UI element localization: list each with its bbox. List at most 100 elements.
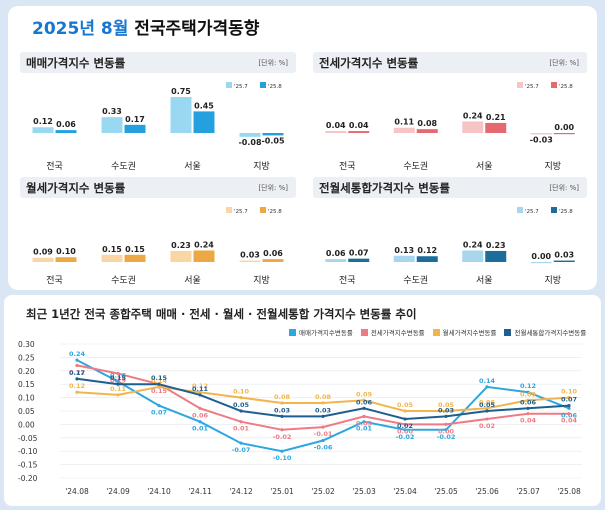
data-label: 0.15: [151, 387, 168, 395]
data-label: 0.12: [520, 382, 536, 390]
panel-title-bar: [20, 52, 296, 73]
x-tick-label: '25.08: [557, 487, 581, 496]
data-point: [403, 417, 407, 421]
data-label: 0.16: [110, 372, 127, 380]
y-tick-label: -0.15: [18, 461, 38, 470]
panel-title: 매매가격지수 변동률: [26, 56, 126, 70]
data-point: [75, 358, 79, 362]
legend-item: 월세가격지수변동률: [432, 327, 497, 337]
data-label: 0.08: [274, 393, 291, 401]
bar: [325, 259, 347, 262]
data-point: [362, 398, 366, 402]
x-tick-label: '25.05: [434, 487, 458, 496]
y-tick-label: 0.00: [18, 420, 35, 429]
bar: [55, 130, 77, 133]
bar: [348, 131, 370, 133]
data-point: [526, 406, 530, 410]
legend-item: 전월세통합가격지수변동률: [504, 327, 586, 337]
page-title-accent: 2025년 8월: [32, 19, 129, 39]
y-tick-label: 0.15: [18, 380, 35, 389]
data-label: 0.15: [110, 374, 127, 382]
bar-chart: '25.7 '25.8 0.12 0.06 전국 0.330.17 수도권 0.750.45 서…: [32, 82, 285, 172]
bar-value-label: 0.12: [417, 246, 437, 255]
legend-swatch: [260, 82, 266, 88]
data-label: 0.22: [69, 368, 85, 376]
bar: [530, 262, 552, 264]
data-label: 0.05: [438, 401, 455, 409]
category-label: 서울: [476, 161, 493, 172]
category-label: 수도권: [111, 274, 136, 286]
data-label: 0.14: [479, 377, 496, 385]
bar: [393, 127, 415, 133]
bar: [193, 111, 215, 133]
category-label: 전국: [339, 275, 356, 286]
y-tick-label: -0.10: [18, 447, 38, 456]
legend-item: 전세가격지수변동률: [360, 327, 425, 337]
bar: [170, 97, 192, 133]
bar: [193, 250, 215, 262]
data-label: 0.14: [151, 377, 168, 385]
category-label: 서울: [184, 275, 201, 286]
bar-value-label: 0.00: [531, 252, 551, 261]
data-label: 0.12: [192, 382, 208, 390]
bar: [32, 127, 54, 133]
data-label: -0.06: [314, 443, 333, 451]
data-label: 0.06: [479, 398, 496, 406]
data-label: -0.01: [314, 430, 333, 438]
category-label: 수도권: [403, 160, 428, 172]
data-point: [75, 363, 79, 368]
category-label: 지방: [544, 161, 561, 172]
bar-value-label: 0.23: [486, 241, 506, 250]
data-point: [157, 382, 161, 386]
data-label: 0.19: [110, 376, 127, 384]
data-point: [116, 382, 120, 386]
bar: [239, 260, 261, 262]
legend-swatch: [226, 82, 232, 88]
data-label: 0.09: [520, 390, 537, 398]
legend-label: '25.8: [268, 84, 282, 90]
bar-value-label: 0.09: [33, 248, 53, 257]
legend-swatch: [226, 207, 232, 213]
panel-title-bar: [313, 52, 587, 73]
data-label: 0.10: [233, 388, 250, 396]
data-point: [403, 422, 407, 426]
data-label: 0.00: [397, 427, 414, 435]
data-label: 0.07: [561, 396, 577, 404]
bar-value-label: 0.15: [125, 245, 145, 254]
bar: [530, 133, 552, 135]
bar: [393, 255, 415, 262]
bar-value-label: 0.06: [56, 120, 76, 129]
sale-price-panel: 매매가격지수 변동률 [단위: %] '25.7 '25.8 0.12 0.06 전국 0…: [20, 52, 296, 174]
bar: [553, 260, 575, 262]
data-point: [485, 417, 489, 421]
data-point: [239, 396, 243, 400]
bar-value-label: 0.75: [171, 87, 191, 96]
bar-value-label: 0.45: [194, 101, 214, 110]
data-label: 0.05: [479, 401, 496, 409]
legend-swatch: [517, 207, 523, 213]
data-label: 0.03: [315, 406, 331, 414]
bar-value-label: 0.04: [326, 121, 346, 130]
bar: [32, 257, 54, 262]
data-label: 0.09: [356, 390, 373, 398]
data-label: 0.03: [274, 406, 290, 414]
data-label: 0.01: [356, 425, 373, 433]
x-tick-label: '25.07: [516, 487, 540, 496]
data-label: 0.06: [192, 411, 209, 419]
data-label: 0.04: [520, 417, 537, 425]
bar-value-label: 0.24: [463, 240, 483, 249]
legend-label: '25.7: [525, 84, 539, 90]
data-point: [116, 371, 120, 376]
y-tick-label: -0.05: [18, 434, 38, 443]
category-label: 수도권: [111, 160, 136, 172]
data-point: [444, 409, 448, 413]
data-label: 0.07: [151, 409, 167, 417]
y-tick-label: -0.20: [18, 474, 38, 483]
panel-title: 전세가격지수 변동률: [319, 56, 419, 70]
bar-value-label: 0.24: [463, 111, 483, 120]
x-tick-label: '24.08: [65, 487, 89, 496]
bar-value-label: 0.33: [102, 107, 122, 116]
legend-label: 월세가격지수변동률: [442, 329, 497, 337]
category-label: 서울: [184, 161, 201, 172]
legend-label: '25.8: [559, 209, 573, 215]
